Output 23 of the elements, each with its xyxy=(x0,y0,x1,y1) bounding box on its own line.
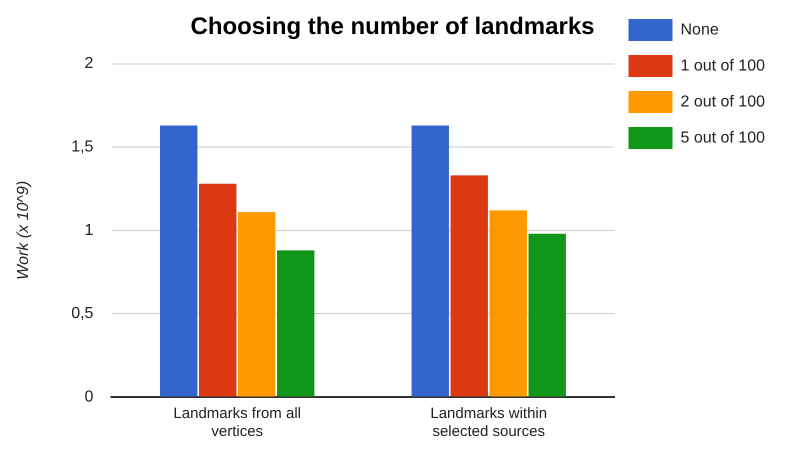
y-tick-label: 1 xyxy=(84,222,94,239)
legend-label: None xyxy=(680,21,719,38)
legend-label: 2 out of 100 xyxy=(680,93,766,110)
category-label: selected sources xyxy=(432,423,546,440)
legend-label: 1 out of 100 xyxy=(680,57,766,74)
category-label: Landmarks within xyxy=(430,405,548,422)
y-axis-title: Work (x 10^9) xyxy=(15,180,32,280)
bar xyxy=(528,234,566,396)
y-tick-label: 1,5 xyxy=(71,138,94,156)
bar xyxy=(450,175,488,396)
bar xyxy=(160,125,198,396)
category-label: Landmarks from all xyxy=(173,405,301,422)
bar xyxy=(490,210,527,396)
chart-title: Choosing the number of landmarks xyxy=(190,13,595,40)
bar xyxy=(412,125,449,396)
bar xyxy=(276,250,314,396)
y-tick-label: 0,5 xyxy=(71,305,94,322)
bar xyxy=(238,212,276,396)
legend-label: 5 out of 100 xyxy=(680,129,766,146)
y-tick-label: 2 xyxy=(84,55,94,72)
category-label: vertices xyxy=(211,423,264,440)
bar xyxy=(198,184,236,396)
y-tick-label: 0 xyxy=(84,388,94,406)
